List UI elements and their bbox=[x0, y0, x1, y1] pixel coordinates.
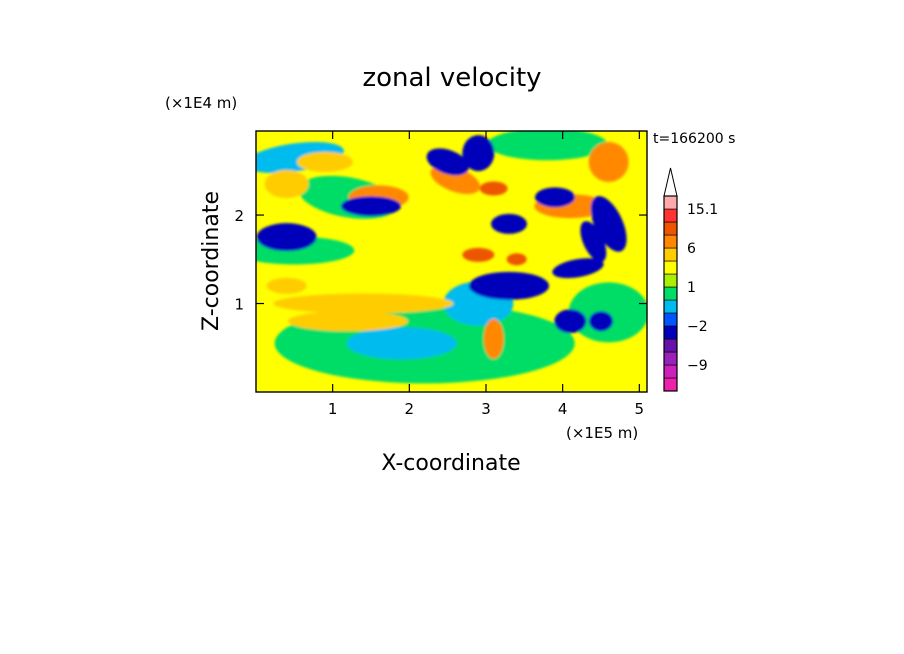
colorbar-swatch bbox=[663, 273, 678, 288]
contour-patch bbox=[491, 213, 527, 234]
contour-patch bbox=[568, 282, 647, 343]
colorbar-tick-label: 15.1 bbox=[687, 202, 718, 218]
colorbar-swatch bbox=[663, 364, 678, 379]
colorbar-extend-arrow bbox=[663, 167, 678, 197]
x-unit-label: (×1E5 m) bbox=[566, 424, 638, 442]
y-axis: 12 bbox=[234, 207, 647, 314]
colorbar-swatch bbox=[663, 377, 678, 392]
contour-patch bbox=[588, 141, 629, 182]
contour-patch bbox=[297, 151, 353, 172]
colorbar-swatch bbox=[663, 286, 678, 301]
colorbar-swatch bbox=[663, 260, 678, 275]
contour-field bbox=[256, 131, 647, 392]
plot-frame bbox=[255, 130, 648, 393]
colorbar-swatch bbox=[663, 195, 678, 210]
colorbar-swatch bbox=[663, 299, 678, 314]
colorbar-tick-label: −9 bbox=[687, 358, 708, 374]
contour-patch bbox=[589, 311, 613, 332]
contour-patch bbox=[483, 318, 504, 359]
contour-patch bbox=[426, 148, 469, 176]
x-tick-label: 1 bbox=[328, 400, 338, 418]
contour-patch bbox=[462, 247, 495, 262]
colorbar-swatch bbox=[663, 351, 678, 366]
colorbar-swatch bbox=[663, 325, 678, 340]
contour-patch bbox=[341, 196, 401, 217]
contour-patch bbox=[506, 253, 527, 266]
contour-patch bbox=[535, 187, 575, 208]
x-axis: 1 2 3 4 5 bbox=[328, 131, 644, 418]
colorbar-swatch bbox=[663, 234, 678, 249]
contour-patch bbox=[552, 258, 604, 279]
y-tick-label: 1 bbox=[234, 296, 244, 314]
colorbar: 15.1 6 1 −2 −9 bbox=[663, 167, 718, 392]
contour-patch bbox=[256, 223, 317, 252]
colorbar-swatch bbox=[663, 247, 678, 262]
colorbar-swatch bbox=[663, 338, 678, 353]
time-label: t=166200 s bbox=[653, 131, 735, 147]
colorbar-swatch bbox=[663, 312, 678, 327]
x-tick-label: 2 bbox=[405, 400, 415, 418]
colorbar-swatch bbox=[663, 208, 678, 223]
x-tick-label: 3 bbox=[481, 400, 491, 418]
colorbar-swatch bbox=[663, 221, 678, 236]
contour-patch bbox=[264, 170, 309, 199]
y-unit-label: (×1E4 m) bbox=[165, 94, 237, 112]
contour-patch bbox=[487, 131, 608, 161]
contour-patch bbox=[554, 309, 587, 334]
colorbar-frame bbox=[663, 195, 678, 392]
y-tick-label: 2 bbox=[234, 207, 244, 225]
colorbar-tick-label: 6 bbox=[687, 241, 696, 257]
contour-patch bbox=[273, 293, 454, 314]
x-tick-label: 5 bbox=[635, 400, 645, 418]
contour-patch bbox=[469, 271, 549, 300]
contour-patch bbox=[288, 311, 408, 332]
y-axis-label: Z-coordinate bbox=[199, 191, 224, 331]
chart-title: zonal velocity bbox=[362, 63, 541, 93]
x-tick-label: 4 bbox=[558, 400, 568, 418]
contour-patch bbox=[462, 135, 495, 172]
contour-patch bbox=[346, 327, 457, 360]
contour-patch bbox=[479, 181, 508, 196]
contour-patch bbox=[590, 196, 627, 252]
colorbar-tick-label: 1 bbox=[687, 280, 696, 296]
x-axis-label: X-coordinate bbox=[381, 451, 520, 476]
colorbar-tick-label: −2 bbox=[687, 319, 708, 335]
contour-patch bbox=[580, 221, 607, 262]
contour-patch bbox=[266, 277, 307, 294]
